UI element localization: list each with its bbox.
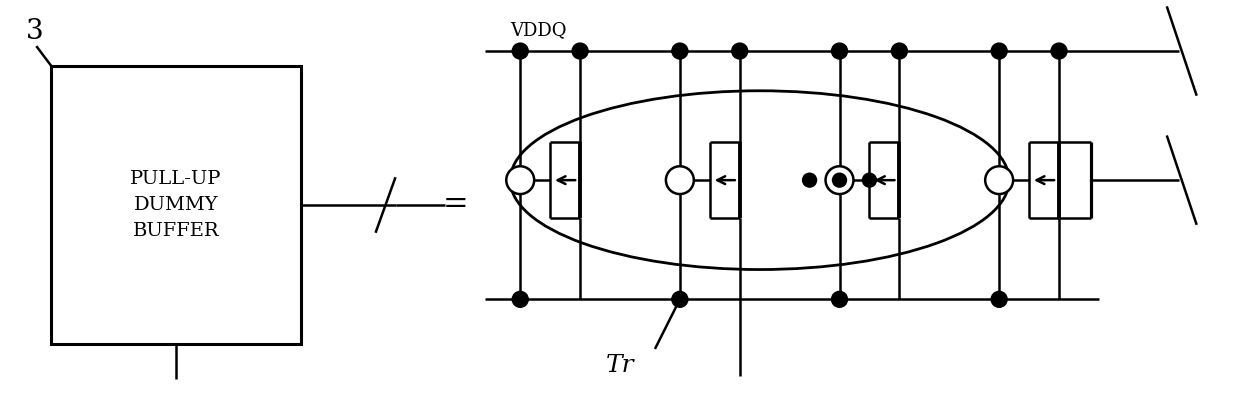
Circle shape xyxy=(672,291,688,307)
Text: VDDQ: VDDQ xyxy=(510,21,567,39)
Circle shape xyxy=(666,166,694,194)
Circle shape xyxy=(892,43,908,59)
Circle shape xyxy=(832,43,847,59)
Circle shape xyxy=(991,43,1007,59)
Circle shape xyxy=(512,43,528,59)
Circle shape xyxy=(832,173,847,187)
Text: =: = xyxy=(443,190,469,220)
Circle shape xyxy=(512,291,528,307)
Circle shape xyxy=(732,43,748,59)
Text: PULL-UP
DUMMY
BUFFER: PULL-UP DUMMY BUFFER xyxy=(130,170,222,241)
Circle shape xyxy=(1052,43,1066,59)
Text: Tr: Tr xyxy=(605,354,635,377)
Circle shape xyxy=(826,166,853,194)
Circle shape xyxy=(991,291,1007,307)
Circle shape xyxy=(572,43,588,59)
Circle shape xyxy=(672,43,688,59)
Circle shape xyxy=(986,166,1013,194)
Circle shape xyxy=(863,173,877,187)
Bar xyxy=(51,66,301,344)
Circle shape xyxy=(802,173,817,187)
Circle shape xyxy=(832,291,847,307)
Text: 3: 3 xyxy=(26,18,43,45)
Circle shape xyxy=(506,166,534,194)
